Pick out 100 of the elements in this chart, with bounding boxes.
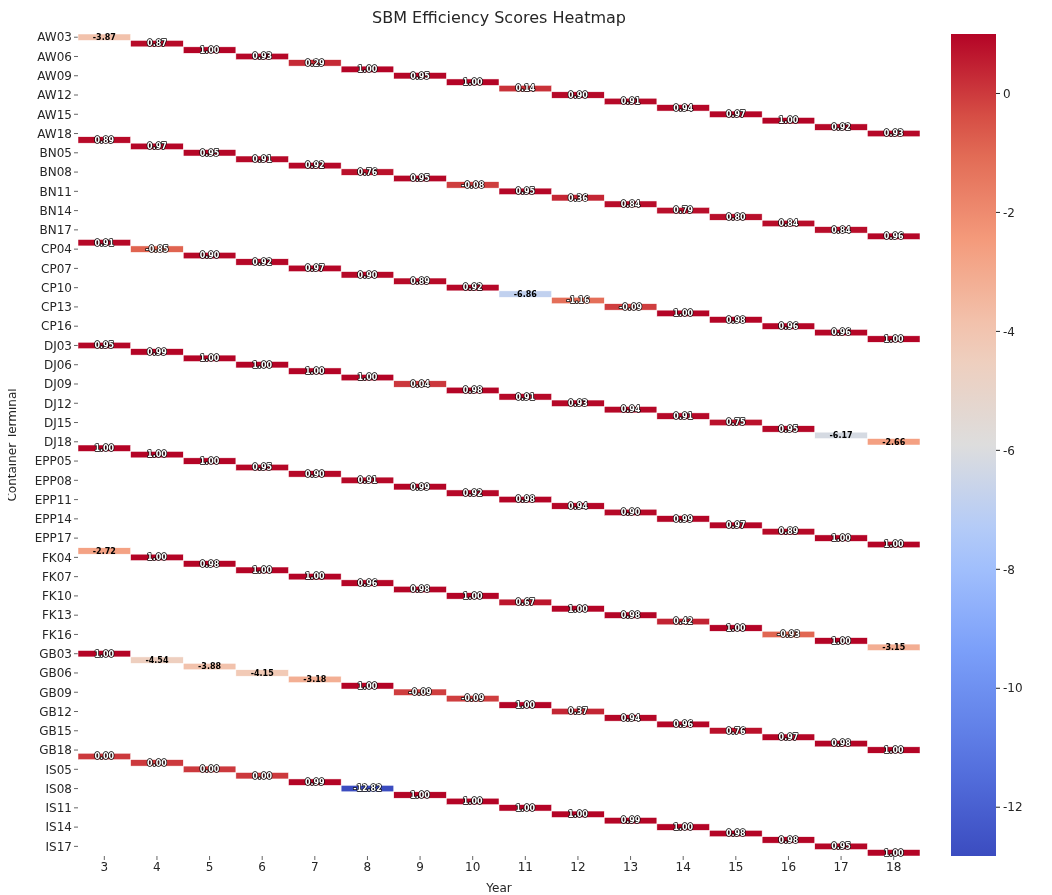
y-tick-label: DJ06	[43, 357, 72, 372]
y-tick-label: AW09	[37, 69, 72, 83]
data-label: 0.95	[778, 424, 799, 434]
y-tick-label: IS05	[45, 762, 72, 777]
data-label: 0.00	[147, 758, 168, 768]
data-label: 1.00	[462, 797, 483, 807]
data-label: -4.54	[145, 655, 169, 665]
x-axis-title: Year	[485, 881, 512, 895]
x-tick-label: 7	[310, 859, 319, 874]
x-tick-label: 4	[153, 859, 161, 874]
data-label: 0.91	[515, 392, 536, 402]
data-label: 1.00	[673, 822, 694, 832]
data-label: 0.98	[620, 610, 641, 620]
data-label: 0.04	[410, 379, 431, 389]
data-label: 1.00	[673, 309, 694, 319]
data-label: 1.00	[778, 116, 799, 126]
data-label: 0.84	[778, 219, 799, 229]
data-label: 0.99	[147, 347, 168, 357]
data-label: 0.99	[410, 482, 431, 492]
data-label: -3.88	[198, 662, 222, 672]
x-tick-label: 16	[780, 859, 797, 874]
data-label: -12.82	[353, 784, 382, 794]
data-label: 0.37	[568, 707, 588, 717]
data-label: 0.96	[778, 322, 799, 331]
data-label: 0.90	[568, 90, 589, 100]
y-tick-label: IS17	[45, 839, 72, 854]
data-label: 0.95	[831, 842, 852, 852]
y-tick-label: DJ12	[43, 396, 72, 411]
data-label: 0.99	[673, 514, 694, 524]
data-label: 0.93	[568, 399, 588, 409]
data-label: 0.98	[831, 739, 852, 749]
y-tick-label: FK16	[41, 627, 72, 642]
data-label: -3.87	[92, 33, 116, 43]
y-tick-label: FK10	[41, 589, 72, 604]
y-tick-label: CP04	[41, 242, 72, 257]
y-tick-label: BN08	[39, 165, 72, 180]
data-label: 0.94	[620, 713, 641, 723]
y-tick-label: EPP11	[34, 492, 72, 507]
data-label: 1.00	[410, 790, 431, 800]
data-label: 1.00	[94, 444, 115, 454]
data-label: 0.75	[725, 418, 747, 428]
data-label: 0.95	[410, 174, 431, 184]
data-label: 1.00	[883, 334, 904, 344]
data-label: 1.00	[304, 366, 326, 376]
y-tick-label: DJ09	[43, 377, 72, 392]
y-tick-label: AW18	[37, 126, 72, 141]
data-label: 0.98	[725, 829, 747, 839]
y-tick-label: AW06	[37, 49, 72, 64]
data-label: 0.91	[620, 97, 641, 107]
data-label: 1.00	[199, 354, 220, 364]
y-tick-label: AW12	[37, 88, 72, 103]
data-label: 0.92	[252, 257, 273, 267]
x-tick-label: 13	[622, 859, 639, 874]
data-label: 1.00	[357, 681, 378, 691]
y-tick-label: FK04	[41, 550, 72, 565]
y-tick-label: FK13	[41, 608, 72, 623]
y-tick-label: GB12	[39, 704, 72, 719]
data-label: 0.76	[725, 726, 747, 736]
y-tick-label: DJ15	[43, 415, 72, 430]
y-tick-label: AW03	[37, 30, 72, 45]
data-label: 0.90	[304, 469, 326, 479]
data-label: 0.92	[462, 283, 483, 293]
data-label: 1.00	[883, 848, 904, 858]
data-label: 0.76	[357, 167, 378, 177]
data-label: 0.42	[673, 617, 694, 627]
data-label: 1.00	[199, 45, 220, 55]
data-label: 0.94	[673, 103, 694, 113]
data-label: -0.85	[145, 244, 169, 254]
data-label: 0.96	[831, 328, 852, 338]
data-label: 0.95	[94, 341, 115, 351]
data-label: 1.00	[831, 636, 852, 646]
data-label: 0.93	[883, 129, 904, 139]
data-label: 0.84	[620, 199, 641, 209]
y-tick-label: GB18	[39, 743, 72, 758]
color-bar-label: -6	[1003, 443, 1015, 458]
data-label: 0.94	[620, 405, 641, 415]
data-label: 0.98	[462, 386, 483, 396]
y-tick-label: CP16	[41, 319, 72, 334]
color-bar-label: 0	[1003, 86, 1011, 101]
data-label: 0.97	[147, 142, 167, 152]
data-label: 0.29	[304, 58, 326, 68]
x-tick-label: 9	[416, 859, 424, 874]
data-label: 0.90	[199, 251, 220, 261]
data-label: 0.96	[883, 232, 904, 242]
y-tick-label: BN14	[39, 203, 72, 218]
x-tick-label: 15	[728, 859, 744, 874]
data-label: 0.67	[515, 598, 536, 608]
data-label: 1.00	[252, 360, 273, 370]
data-label: 1.00	[568, 604, 589, 614]
data-label: 0.99	[620, 816, 641, 826]
data-label: 1.00	[252, 566, 273, 576]
data-label: 0.98	[199, 559, 220, 569]
data-label: 0.14	[515, 84, 536, 94]
data-label: 0.98	[515, 495, 536, 505]
y-axis-title: Container Terminal	[5, 388, 20, 502]
y-tick-label: GB03	[39, 646, 72, 661]
y-tick-label: GB09	[39, 685, 72, 700]
color-bar-label: -12	[1003, 800, 1023, 815]
color-bar-label: -8	[1003, 562, 1015, 577]
x-tick-label: 17	[833, 859, 849, 874]
